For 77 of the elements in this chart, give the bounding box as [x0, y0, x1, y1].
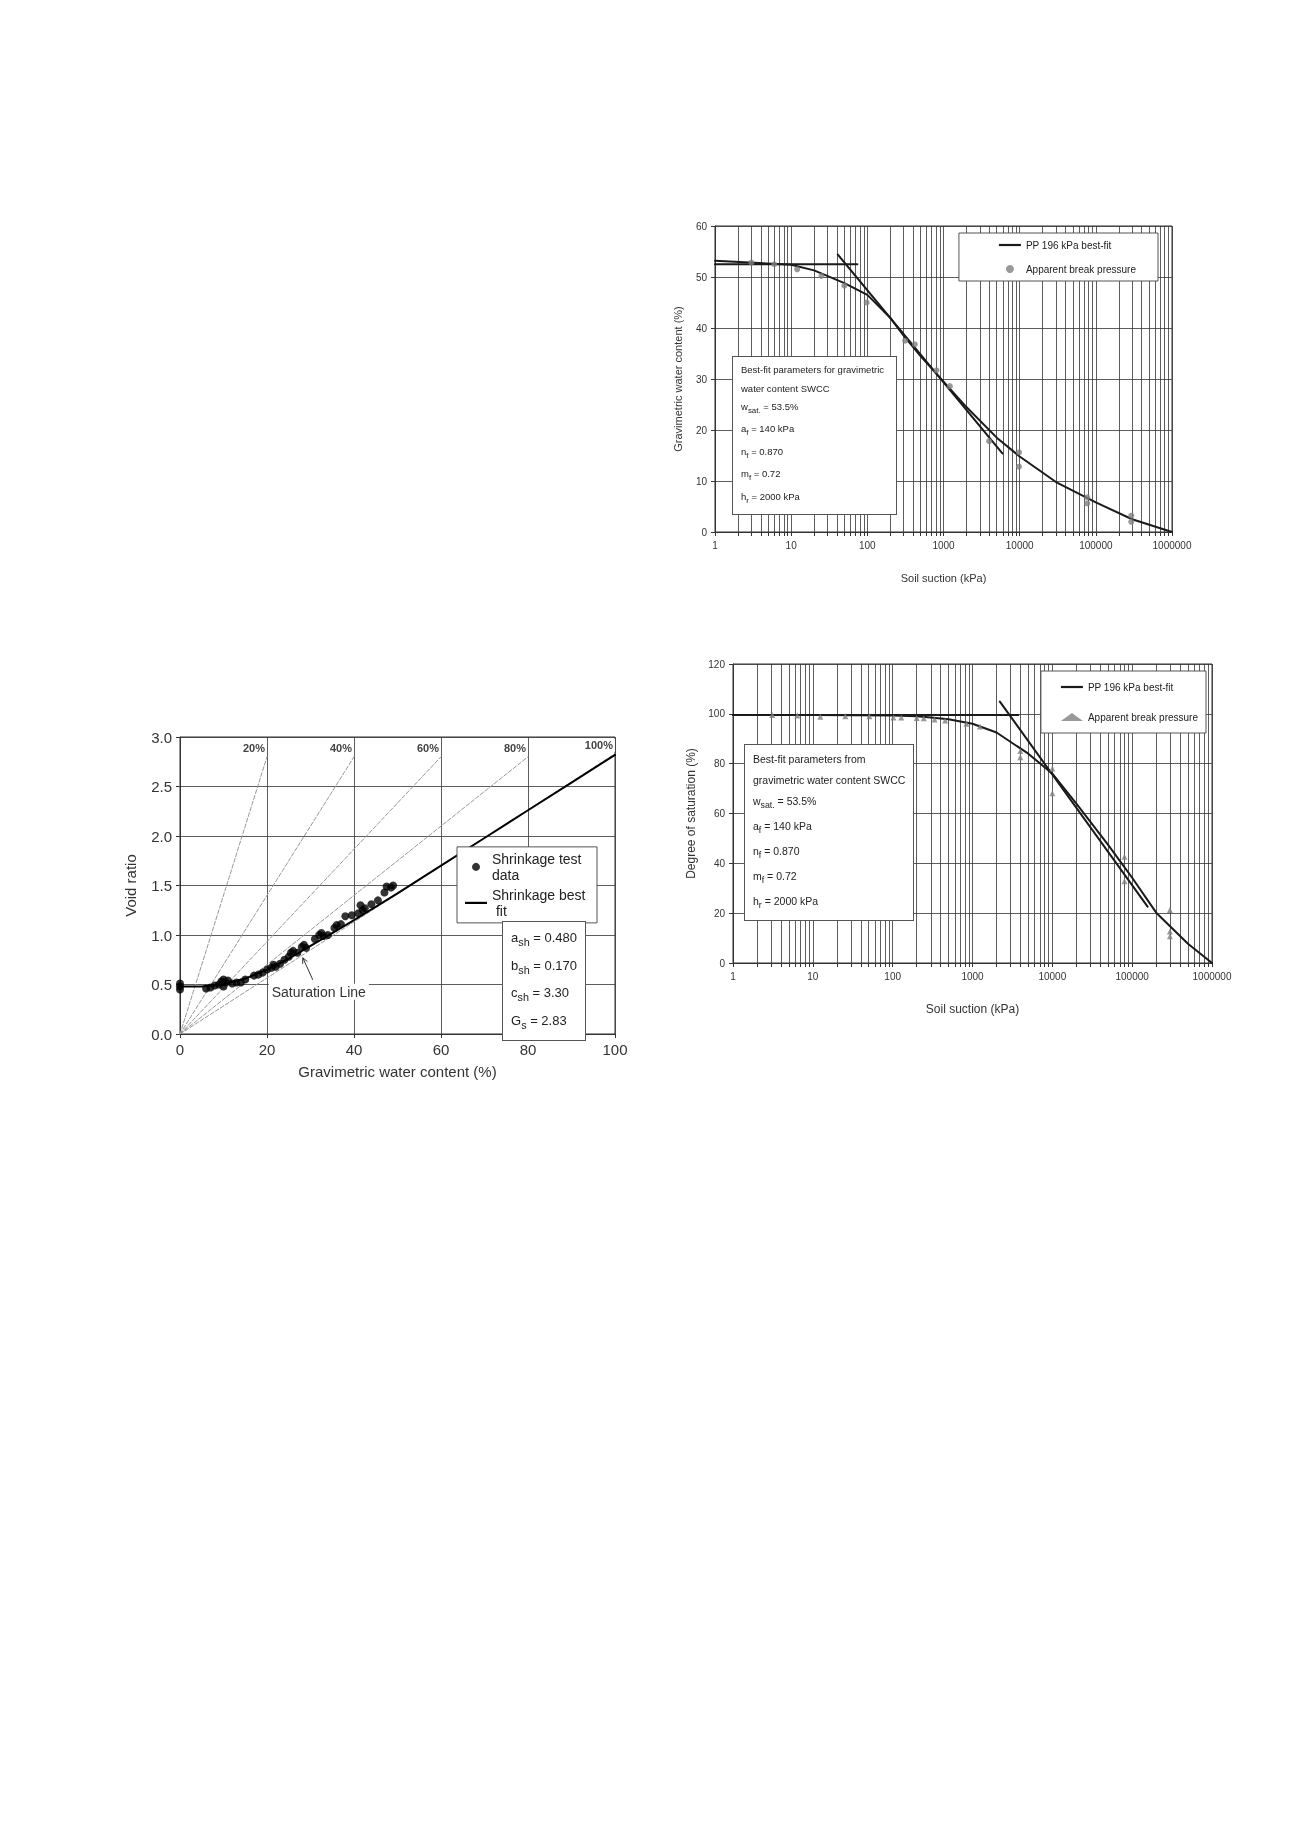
x-tick-label: 100 [858, 539, 877, 551]
x-tick-label: 1 [712, 539, 719, 551]
y-axis-title: Gravimetric water content (%) [671, 306, 684, 452]
annotation: water content SWCC [741, 381, 831, 396]
legend-label: Shrinkage test data [492, 850, 586, 883]
x-tick-label: 10000 [1038, 970, 1067, 982]
x-tick-label: 1000 [961, 970, 985, 982]
y-tick-label: 40 [713, 857, 726, 869]
y-axis-title: Void ratio [122, 854, 139, 917]
annotation: Best-fit parameters from [753, 752, 867, 767]
annotation: b$_{sh}$ = 0.170 [511, 956, 578, 978]
x-tick-label: 100000 [1079, 539, 1113, 551]
annotation: Best-fit parameters for gravimetric [741, 363, 886, 377]
annotation: a$_{f}$ = 140 kPa [753, 819, 813, 838]
y-tick-label: 2.0 [151, 827, 172, 845]
annotation: G$_{s}$ = 2.83 [511, 1011, 568, 1033]
y-tick-label: 0 [719, 957, 726, 969]
x-axis-title: Gravimetric water content (%) [298, 1063, 497, 1080]
y-tick-label: 1.5 [151, 877, 172, 894]
legend-label: PP 196 kPa best-fit [1087, 681, 1174, 693]
series-label: 60% [416, 742, 440, 755]
series-label: 40% [329, 742, 353, 755]
series-label: 80% [503, 742, 527, 755]
annotation: n$_{f}$ = 0.870 [753, 844, 801, 863]
legend-label: Shrinkage best fit [492, 886, 586, 919]
x-axis-title: Soil suction (kPa) [900, 571, 987, 584]
annotation: a$_{f}$ = 140 kPa [741, 422, 796, 440]
y-tick-label: 2.5 [151, 778, 172, 795]
annotation: c$_{sh}$ = 3.30 [511, 984, 571, 1005]
annotation: w$_{sat.}$ = 53.5% [741, 400, 800, 417]
annotation: h$_{r}$ = 2000 kPa [741, 489, 801, 507]
x-tick-label: 60 [432, 1041, 450, 1058]
series-label: 100% [584, 739, 614, 752]
y-tick-label: 30 [695, 373, 708, 385]
annotation: w$_{sat.}$ = 53.5% [753, 794, 818, 813]
y-tick-label: 50 [695, 271, 708, 283]
x-tick-label: 0 [175, 1041, 185, 1058]
x-tick-label: 1000000 [1152, 539, 1192, 551]
legend-label: Apparent break pressure [1025, 263, 1137, 275]
annotation: m$_{f}$ = 0.72 [753, 869, 798, 888]
annotation: h$_{r}$ = 2000 kPa [753, 894, 820, 913]
y-tick-label: 10 [695, 475, 708, 487]
annotation: n$_{f}$ = 0.870 [741, 444, 785, 462]
y-tick-label: 80 [713, 758, 726, 770]
y-tick-label: 60 [695, 220, 708, 232]
legend-label: PP 196 kPa best-fit [1025, 239, 1112, 251]
annotation: a$_{sh}$ = 0.480 [511, 929, 578, 950]
x-tick-label: 20 [258, 1041, 276, 1058]
y-tick-label: 3.0 [151, 728, 172, 746]
x-tick-label: 10 [785, 539, 798, 551]
x-tick-label: 1000 [932, 539, 956, 551]
y-tick-label: 60 [713, 808, 726, 819]
annotation: gravimetric water content SWCC [753, 773, 906, 788]
x-tick-label: 1000000 [1192, 970, 1232, 982]
annotation: Saturation Line [271, 983, 367, 1000]
y-tick-label: 100 [708, 708, 726, 720]
y-tick-label: 20 [713, 907, 726, 919]
y-tick-label: 40 [695, 322, 708, 334]
x-tick-label: 100 [602, 1041, 628, 1058]
y-tick-label: 20 [695, 424, 708, 436]
x-tick-label: 10 [807, 970, 819, 982]
y-tick-label: 0 [701, 526, 708, 538]
annotation: m$_{f}$ = 0.72 [741, 467, 782, 485]
y-tick-label: 0.5 [151, 976, 172, 993]
y-tick-label: 1.0 [151, 926, 172, 944]
y-axis-title: Degree of saturation (%) [684, 748, 699, 879]
x-tick-label: 40 [345, 1041, 363, 1058]
x-tick-label: 10000 [1005, 539, 1035, 551]
x-tick-label: 80 [519, 1041, 537, 1058]
x-axis-title: Soil suction (kPa) [925, 1002, 1020, 1016]
y-tick-label: 0.0 [151, 1025, 172, 1043]
x-tick-label: 100 [884, 970, 902, 982]
series-label: 20% [242, 742, 266, 755]
x-tick-label: 100000 [1115, 970, 1150, 982]
y-tick-label: 120 [708, 658, 726, 670]
legend-label: Apparent break pressure [1087, 711, 1199, 723]
x-tick-label: 1 [730, 970, 737, 982]
